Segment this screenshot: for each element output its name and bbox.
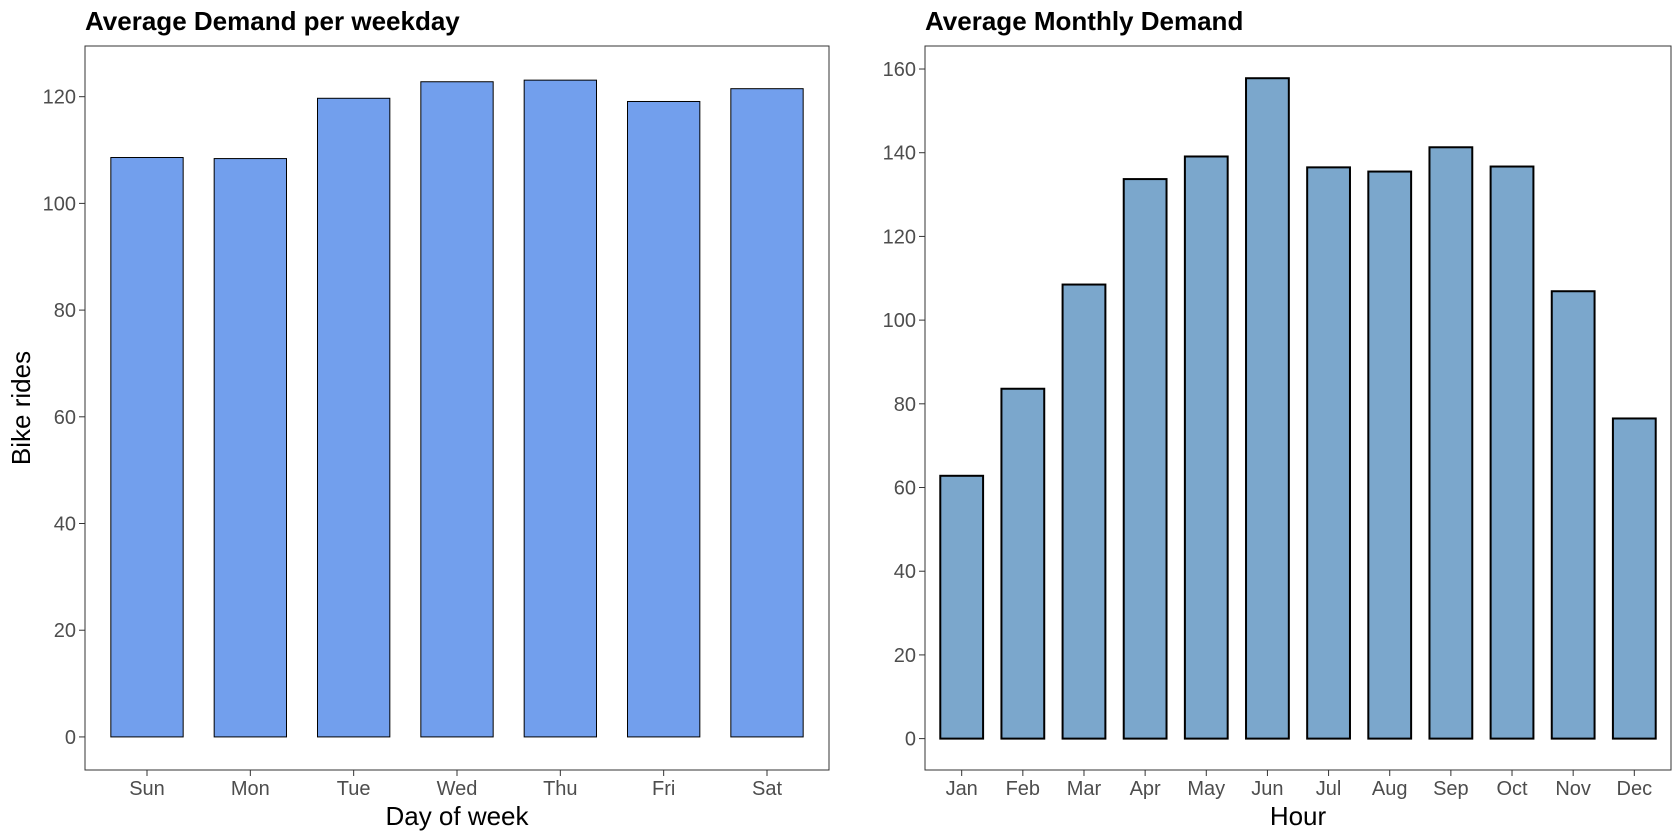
weekday-x-tick-label: Fri [652,778,675,800]
weekday-y-tick-label: 80 [54,300,76,322]
monthly-bar-sep [1428,146,1474,740]
weekday-bar-sat [730,88,804,738]
monthly-y-tick-label: 20 [894,645,916,667]
weekday-x-tick-label: Mon [231,778,270,800]
monthly-x-tick-label: Aug [1372,778,1408,800]
monthly-x-tick-label: Jan [946,778,978,800]
monthly-y-tick-label: 60 [894,478,916,500]
monthly-y-tick-label: 140 [883,143,916,165]
monthly-x-tick-label: Dec [1617,778,1653,800]
weekday-x-tick-label: Sun [129,778,165,800]
monthly-x-tick-label: Oct [1496,778,1528,800]
monthly-x-tick-label: Apr [1130,778,1161,800]
monthly-x-tick-label: Mar [1067,778,1102,800]
weekday-x-axis-title: Day of week [385,801,529,831]
weekday-bars [110,79,804,738]
monthly-y-tick-label: 40 [894,561,916,583]
monthly-bar-dec [1611,417,1657,740]
monthly-plot-panel [924,45,1672,771]
weekday-y-tick-label: 60 [54,407,76,429]
monthly-bar-mar [1061,283,1107,740]
monthly-bar-nov [1550,290,1596,740]
weekday-bar-tue [317,97,391,738]
weekday-bar-thu [523,79,598,738]
monthly-bars [939,77,1657,740]
monthly-bar-feb [1000,387,1046,740]
weekday-chart-title: Average Demand per weekday [85,6,460,36]
weekday-x-tick-label: Tue [337,778,371,800]
monthly-bar-aug [1367,170,1413,740]
monthly-y-tick-label: 160 [883,59,916,81]
weekday-x-axis: Sun Mon Tue Wed Thu Fri Sat [129,770,782,800]
monthly-bar-may [1183,155,1229,740]
monthly-x-tick-label: Feb [1006,778,1040,800]
weekday-bar-wed [420,81,494,738]
weekday-x-tick-label: Thu [543,778,577,800]
monthly-x-tick-label: Nov [1555,778,1591,800]
weekday-y-tick-label: 120 [43,87,76,109]
weekday-y-tick-label: 40 [54,514,76,536]
monthly-bar-oct [1489,165,1535,740]
monthly-x-tick-label: Jun [1251,778,1283,800]
weekday-y-tick-label: 0 [65,727,76,749]
weekday-y-axis-title: Bike rides [6,351,36,465]
monthly-bar-jun [1245,77,1290,740]
monthly-bar-jul [1306,166,1351,740]
weekday-x-tick-label: Sat [752,778,782,800]
monthly-y-tick-label: 120 [883,226,916,248]
monthly-x-axis-title: Hour [1270,801,1327,831]
weekday-y-axis: 0 20 40 60 80 100 120 [43,87,85,749]
monthly-bar-apr [1122,178,1168,740]
weekday-bar-fri [627,100,701,738]
weekday-bar-sun [110,157,184,738]
monthly-x-tick-label: Jul [1316,778,1342,800]
monthly-x-axis: Jan Feb Mar Apr May Jun Jul Aug Sep Oct Nov Dec [946,770,1653,800]
weekday-y-tick-label: 20 [54,620,76,642]
weekday-y-tick-label: 100 [43,193,76,215]
weekday-chart: Average Demand per weekday 0 20 40 60 80 100 1… [6,6,830,831]
monthly-bar-jan [939,474,985,740]
monthly-x-tick-label: Sep [1433,778,1469,800]
monthly-y-tick-label: 100 [883,310,916,332]
monthly-y-axis: 0 20 40 60 80 100 120 140 160 [883,59,925,751]
monthly-y-tick-label: 0 [905,729,916,751]
monthly-y-tick-label: 80 [894,394,916,416]
monthly-x-tick-label: May [1187,778,1225,800]
monthly-chart: Average Monthly Demand 0 20 40 60 80 100 120 14… [883,6,1672,831]
weekday-x-tick-label: Wed [437,778,478,800]
weekday-bar-mon [213,158,288,738]
monthly-chart-title: Average Monthly Demand [925,6,1243,36]
